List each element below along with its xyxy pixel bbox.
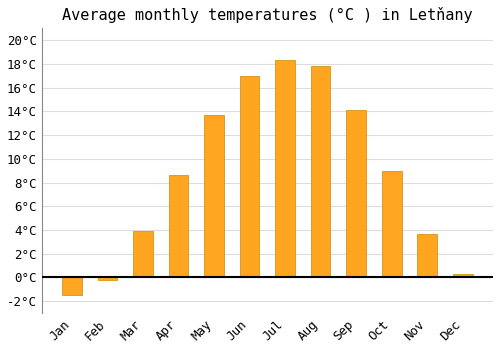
Bar xyxy=(169,175,188,278)
Bar xyxy=(382,171,402,278)
Bar xyxy=(418,233,437,278)
Bar xyxy=(134,231,153,278)
Bar xyxy=(276,60,295,278)
Bar xyxy=(204,115,224,278)
Bar xyxy=(240,76,260,278)
Title: Average monthly temperatures (°C ) in Letňany: Average monthly temperatures (°C ) in Le… xyxy=(62,7,472,23)
Bar xyxy=(311,66,330,278)
Bar xyxy=(453,274,472,278)
Bar xyxy=(346,110,366,278)
Bar xyxy=(62,278,82,295)
Bar xyxy=(98,278,117,280)
